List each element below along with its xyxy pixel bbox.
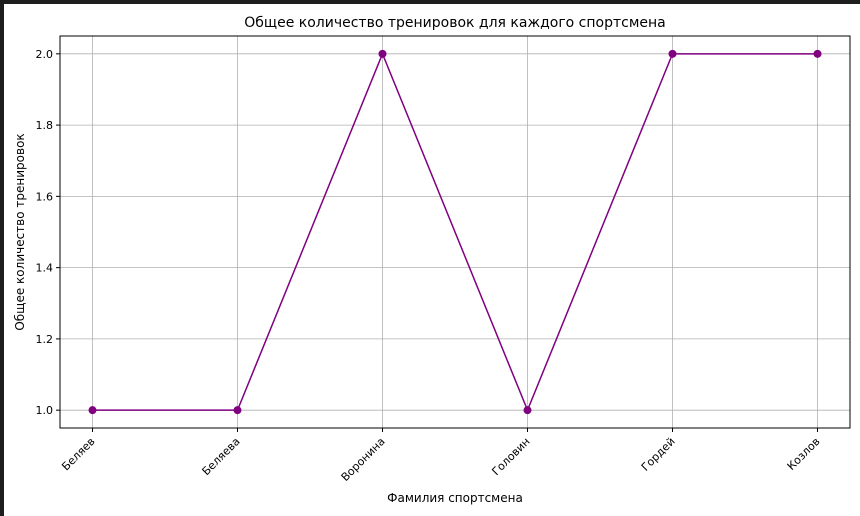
line-chart: Общее количество тренировок для каждого … [13, 15, 851, 505]
y-tick-label: 1.2 [36, 333, 54, 346]
data-point [523, 406, 532, 415]
x-tick-label: Беляев [59, 435, 97, 473]
y-tick-label: 1.4 [36, 262, 54, 275]
data-point [88, 406, 97, 415]
data-point [233, 406, 242, 415]
plot-area-border [59, 35, 851, 429]
y-tick-label: 1.8 [36, 119, 54, 132]
x-tick-label: Головин [489, 435, 532, 478]
series-layer [88, 49, 822, 415]
y-axis-ticks: 1.0 1.2 1.4 1.6 1.8 2.0 [36, 48, 60, 417]
data-point [813, 49, 822, 58]
x-tick-label: Козлов [785, 435, 823, 473]
y-tick-label: 1.6 [36, 190, 54, 203]
chart-title: Общее количество тренировок для каждого … [244, 15, 666, 31]
grid-layer [60, 36, 850, 428]
x-tick-label: Беляева [200, 435, 243, 478]
x-tick-label: Гордей [639, 435, 678, 474]
y-axis-label: Общее количество тренировок [13, 133, 27, 330]
data-point [668, 49, 677, 58]
y-tick-label: 2.0 [36, 48, 54, 61]
chart-frame: Общее количество тренировок для каждого … [4, 4, 860, 516]
x-tick-label: Воронина [339, 435, 388, 484]
data-point [378, 49, 387, 58]
x-axis-ticks: Беляев Беляева Воронина Головин Гордей Козлов [59, 428, 823, 484]
series-line [92, 51, 818, 413]
y-tick-label: 1.0 [36, 404, 54, 417]
x-axis-label: Фамилия спортсмена [387, 491, 523, 505]
